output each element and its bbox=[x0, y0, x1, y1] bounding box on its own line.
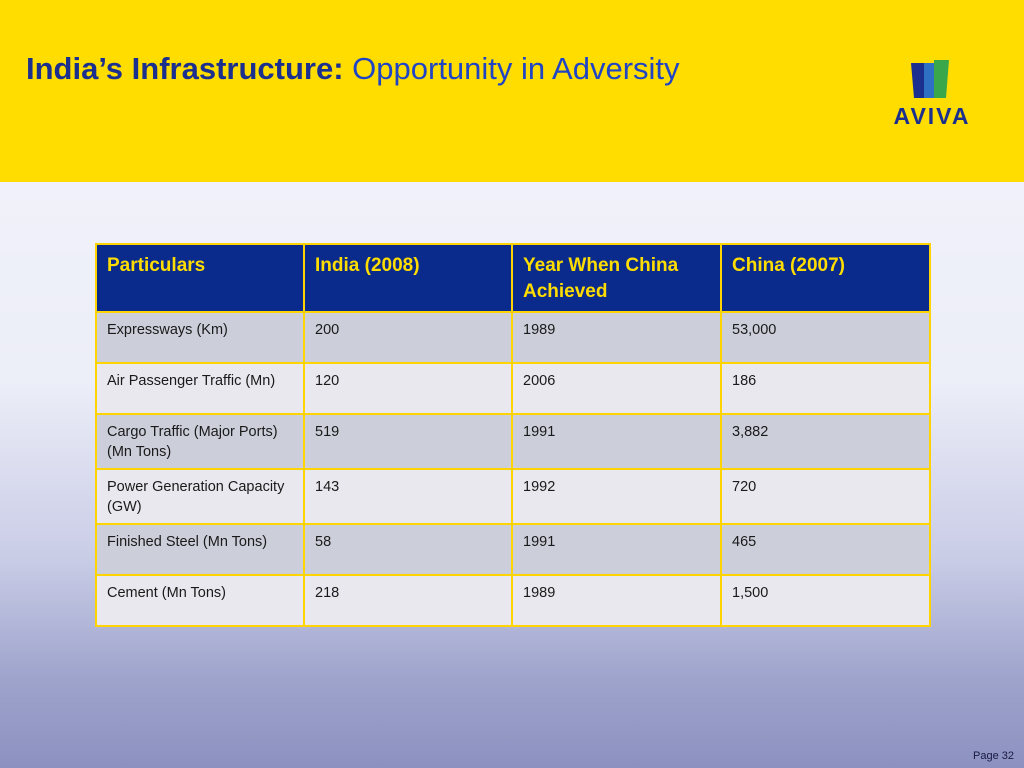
table-cell: 143 bbox=[303, 468, 513, 525]
table-cell: 1989 bbox=[511, 574, 722, 627]
column-header-year-china-achieved: Year When China Achieved bbox=[511, 243, 722, 313]
table-cell: 53,000 bbox=[720, 311, 931, 364]
table-cell: Air Passenger Traffic (Mn) bbox=[95, 362, 305, 415]
aviva-logo: AVIVA bbox=[884, 58, 980, 128]
table-cell: 1,500 bbox=[720, 574, 931, 627]
table-cell: 186 bbox=[720, 362, 931, 415]
table-cell: 3,882 bbox=[720, 413, 931, 470]
column-header-india-2008: India (2008) bbox=[303, 243, 513, 313]
table-row: Finished Steel (Mn Tons) 58 1991 465 bbox=[95, 523, 931, 576]
table-cell: 120 bbox=[303, 362, 513, 415]
table-cell: 720 bbox=[720, 468, 931, 525]
table-cell: 2006 bbox=[511, 362, 722, 415]
infrastructure-table: Particulars India (2008) Year When China… bbox=[95, 243, 931, 627]
table-cell: 200 bbox=[303, 311, 513, 364]
slide-header: India’s Infrastructure: Opportunity in A… bbox=[0, 0, 1024, 182]
slide-title: India’s Infrastructure: Opportunity in A… bbox=[26, 50, 680, 88]
aviva-logo-text: AVIVA bbox=[893, 103, 971, 129]
column-header-china-2007: China (2007) bbox=[720, 243, 931, 313]
page-number: Page 32 bbox=[973, 750, 1014, 762]
table-cell: 218 bbox=[303, 574, 513, 627]
aviva-logo-icon bbox=[911, 60, 949, 98]
column-header-particulars: Particulars bbox=[95, 243, 305, 313]
title-light: Opportunity in Adversity bbox=[352, 51, 680, 86]
table-cell: 519 bbox=[303, 413, 513, 470]
table-cell: 1991 bbox=[511, 413, 722, 470]
table-cell: Finished Steel (Mn Tons) bbox=[95, 523, 305, 576]
table-cell: 1992 bbox=[511, 468, 722, 525]
table-cell: Power Generation Capacity (GW) bbox=[95, 468, 305, 525]
table-cell: 465 bbox=[720, 523, 931, 576]
table-cell: Cargo Traffic (Major Ports) (Mn Tons) bbox=[95, 413, 305, 470]
table-cell: Expressways (Km) bbox=[95, 311, 305, 364]
table-cell: Cement (Mn Tons) bbox=[95, 574, 305, 627]
table-cell: 1989 bbox=[511, 311, 722, 364]
table-row: Power Generation Capacity (GW) 143 1992 … bbox=[95, 468, 931, 525]
title-bold: India’s Infrastructure: bbox=[26, 51, 344, 86]
table-cell: 1991 bbox=[511, 523, 722, 576]
table-row: Cargo Traffic (Major Ports) (Mn Tons) 51… bbox=[95, 413, 931, 470]
table-cell: 58 bbox=[303, 523, 513, 576]
table-row: Expressways (Km) 200 1989 53,000 bbox=[95, 311, 931, 364]
table-header-row: Particulars India (2008) Year When China… bbox=[95, 243, 931, 313]
table-row: Air Passenger Traffic (Mn) 120 2006 186 bbox=[95, 362, 931, 415]
table-row: Cement (Mn Tons) 218 1989 1,500 bbox=[95, 574, 931, 627]
